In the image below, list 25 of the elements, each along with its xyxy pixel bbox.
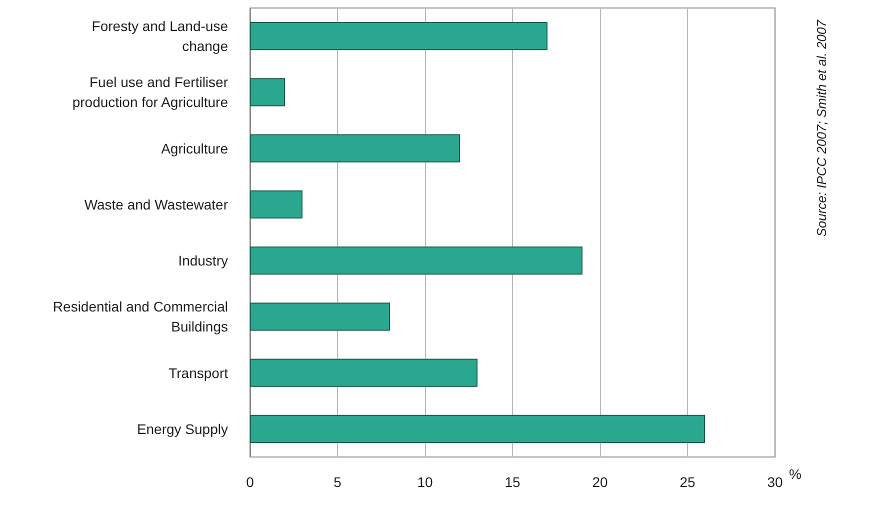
bar xyxy=(250,190,302,218)
source-note: Source: IPCC 2007; Smith et al. 2007 xyxy=(814,19,829,237)
y-tick-label: Fuel use and Fertiliser production for Agriculture xyxy=(72,74,228,110)
bar xyxy=(250,246,582,275)
x-tick-label: 15 xyxy=(504,474,520,490)
y-tick-label: Residential and Commercial Buildings xyxy=(52,298,228,335)
x-tick-label: 5 xyxy=(334,474,342,490)
y-tick-label: Foresty and Land-use change xyxy=(92,18,228,54)
bar xyxy=(250,134,460,162)
bar xyxy=(250,78,285,106)
x-axis-title: % xyxy=(789,466,802,482)
y-tick-label: Industry xyxy=(178,252,228,269)
bar xyxy=(250,22,548,50)
y-tick-label: Waste and Wastewater xyxy=(84,196,228,212)
y-tick-label: Energy Supply xyxy=(136,420,228,437)
bar xyxy=(250,358,478,387)
x-tick-label: 20 xyxy=(592,474,608,490)
x-tick-label: 10 xyxy=(417,474,433,490)
bar xyxy=(250,302,390,331)
x-tick-label: 0 xyxy=(246,474,254,490)
y-tick-label: Agriculture xyxy=(161,140,228,156)
y-tick-label: Transport xyxy=(168,364,228,381)
x-tick-label: 25 xyxy=(680,474,696,490)
bar xyxy=(250,414,705,443)
x-tick-label: 30 xyxy=(767,474,783,490)
